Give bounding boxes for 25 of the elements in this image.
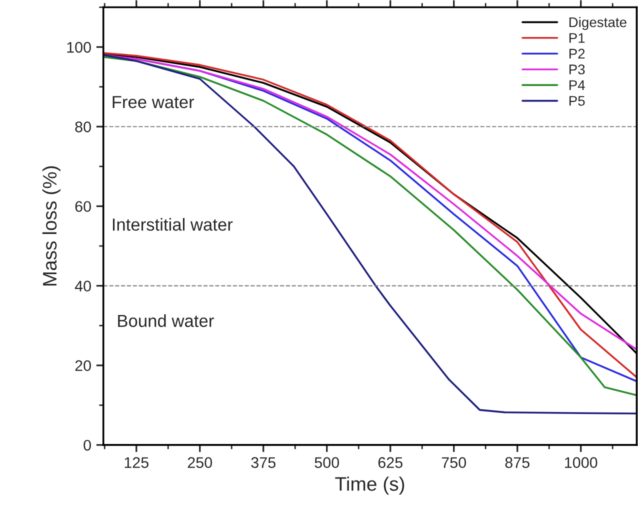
y-tick-label: 40 [74, 280, 91, 292]
y-tick-label: 100 [67, 42, 91, 53]
legend-label: P4 [569, 80, 585, 90]
y-tick-label: 60 [75, 201, 91, 212]
legend-label: P5 [569, 96, 585, 106]
y-tick-label: 0 [84, 440, 91, 451]
annotation: Interstitial water [112, 218, 233, 231]
legend-label: P3 [569, 64, 585, 74]
y-axis-title: Mass loss (%) [42, 166, 60, 286]
x-tick-label: 250 [188, 457, 212, 468]
x-tick-label: 375 [251, 457, 276, 468]
legend-label: P1 [569, 33, 585, 43]
annotation: Free water [112, 96, 194, 108]
x-tick-label: 500 [314, 457, 340, 468]
annotation: Bound water [118, 314, 214, 328]
y-tick-label: 80 [75, 121, 91, 132]
x-tick-label: 750 [442, 457, 466, 468]
x-tick-label: 1000 [565, 457, 598, 468]
legend-label: P2 [569, 48, 585, 58]
x-tick-label: 625 [378, 457, 402, 468]
x-tick-label: 875 [505, 457, 530, 468]
x-axis-title: Time (s) [335, 476, 404, 495]
x-tick-label: 125 [124, 457, 148, 468]
y-tick-label: 20 [75, 360, 91, 372]
legend-label: Digestate [569, 16, 626, 30]
